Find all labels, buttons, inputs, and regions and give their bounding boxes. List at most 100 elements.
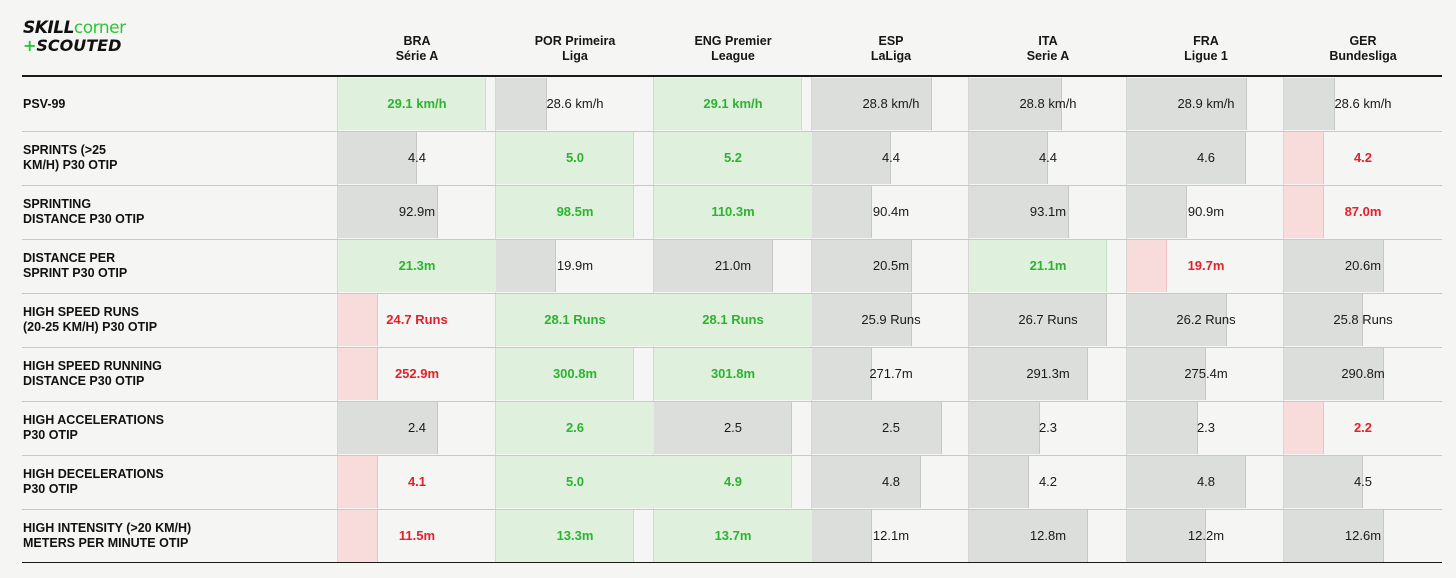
value-bar <box>1127 132 1246 184</box>
metric-label: DISTANCE PER SPRINT P30 OTIP <box>23 239 323 293</box>
value-bar <box>1284 510 1384 562</box>
metric-label-line: HIGH INTENSITY (>20 KM/H) <box>23 521 192 535</box>
value-label: 25.8 Runs <box>1333 312 1393 327</box>
value-label: 25.9 Runs <box>861 312 921 327</box>
value-bar <box>1284 186 1324 238</box>
value-bar <box>654 402 792 454</box>
value-bar <box>654 186 813 238</box>
column-header-country: ESP <box>878 34 904 48</box>
column-header-country: BRA <box>403 34 431 48</box>
value-bar <box>1284 132 1324 184</box>
value-bar <box>338 402 438 454</box>
value-label: 4.5 <box>1353 474 1373 489</box>
value-label: 2.4 <box>407 420 427 435</box>
metric-label-line: SPRINTING <box>23 197 92 211</box>
value-label: 11.5m <box>398 528 436 543</box>
value-bar <box>969 240 1107 292</box>
value-bar <box>812 132 891 184</box>
value-label: 4.8 <box>1196 474 1216 489</box>
row-separator <box>22 455 1442 456</box>
value-label: 4.9 <box>723 474 743 489</box>
value-label: 4.4 <box>1038 150 1058 165</box>
metric-label-line: P30 OTIP <box>23 428 78 442</box>
metric-label-line: PSV-99 <box>23 96 66 111</box>
value-label: 4.2 <box>1353 150 1373 165</box>
value-label: 2.5 <box>881 420 901 435</box>
column-header-eng-premier: ENG Premier League <box>654 34 812 64</box>
value-label: 2.3 <box>1196 420 1216 435</box>
column-header-league: Série A <box>395 49 439 63</box>
value-bar <box>812 78 932 130</box>
value-label: 21.0m <box>714 258 752 273</box>
column-header-ita: ITA Serie A <box>969 34 1127 64</box>
value-label: 19.7m <box>1187 258 1225 273</box>
value-bar <box>654 78 802 130</box>
value-label: 5.0 <box>565 474 585 489</box>
value-bar <box>1284 348 1384 400</box>
value-bar <box>654 132 813 184</box>
metric-label-line: P30 OTIP <box>23 482 78 496</box>
value-bar <box>338 348 378 400</box>
value-label: 5.2 <box>723 150 743 165</box>
column-header-league: Ligue 1 <box>1184 49 1228 63</box>
value-label: 28.9 km/h <box>1177 96 1235 111</box>
value-label: 4.8 <box>881 474 901 489</box>
row-separator <box>22 131 1442 132</box>
value-label: 28.6 km/h <box>1334 96 1392 111</box>
value-bar <box>1127 402 1198 454</box>
row-separator <box>22 293 1442 294</box>
metric-label: HIGH SPEED RUNS (20-25 KM/H) P30 OTIP <box>23 293 323 347</box>
metric-label-line: HIGH SPEED RUNNING <box>23 359 162 373</box>
value-bar <box>1284 456 1363 508</box>
skillcorner-scouted-logo: SKILLcorner +SCOUTED <box>23 20 126 55</box>
column-header-league: Liga <box>562 49 588 63</box>
column-header-country: GER <box>1349 34 1377 48</box>
value-label: 252.9m <box>394 366 440 381</box>
value-bar <box>1127 510 1206 562</box>
row-separator <box>22 347 1442 348</box>
value-bar <box>338 78 486 130</box>
value-bar <box>1127 78 1247 130</box>
value-bar <box>338 186 438 238</box>
value-bar <box>812 240 912 292</box>
value-label: 4.4 <box>407 150 427 165</box>
table-bottom-rule <box>22 562 1442 563</box>
value-bar <box>1284 402 1324 454</box>
metric-label-line: KM/H) P30 OTIP <box>23 158 118 172</box>
value-label: 110.3m <box>711 204 755 219</box>
value-bar <box>1127 186 1187 238</box>
metric-label-line: SPRINT P30 OTIP <box>23 266 128 280</box>
column-separator <box>968 77 969 562</box>
value-label: 29.1 km/h <box>387 96 447 111</box>
logo-word-scouted: SCOUTED <box>36 36 122 55</box>
value-bar <box>812 456 921 508</box>
value-bar <box>496 348 634 400</box>
value-bar <box>1127 294 1227 346</box>
value-label: 19.9m <box>556 258 594 273</box>
metric-label-line: SPRINTS (>25 <box>23 143 107 157</box>
value-bar <box>969 78 1062 130</box>
column-header-league: Serie A <box>1026 49 1070 63</box>
metric-label-line: METERS PER MINUTE OTIP <box>23 536 189 550</box>
metric-label-line: DISTANCE P30 OTIP <box>23 212 145 226</box>
metric-label-line: (20-25 KM/H) P30 OTIP <box>23 320 158 334</box>
value-label: 90.9m <box>1187 204 1225 219</box>
value-label: 93.1m <box>1029 204 1067 219</box>
value-label: 20.6m <box>1344 258 1382 273</box>
column-header-country: ENG Premier <box>694 34 772 48</box>
value-bar <box>654 240 773 292</box>
metric-label: HIGH SPEED RUNNING DISTANCE P30 OTIP <box>23 347 323 401</box>
value-bar <box>496 510 634 562</box>
value-bar <box>1284 294 1363 346</box>
value-label: 300.8m <box>552 366 598 381</box>
value-label: 4.1 <box>407 474 427 489</box>
value-label: 12.2m <box>1187 528 1225 543</box>
metric-label: HIGH DECELERATIONS P30 OTIP <box>23 455 323 509</box>
header-rule <box>22 75 1442 77</box>
value-label: 271.7m <box>869 366 913 381</box>
row-separator <box>22 509 1442 510</box>
column-header-country: POR Primeira <box>534 34 616 48</box>
metric-label-line: HIGH DECELERATIONS <box>23 467 164 481</box>
value-bar <box>654 456 792 508</box>
row-separator <box>22 401 1442 402</box>
